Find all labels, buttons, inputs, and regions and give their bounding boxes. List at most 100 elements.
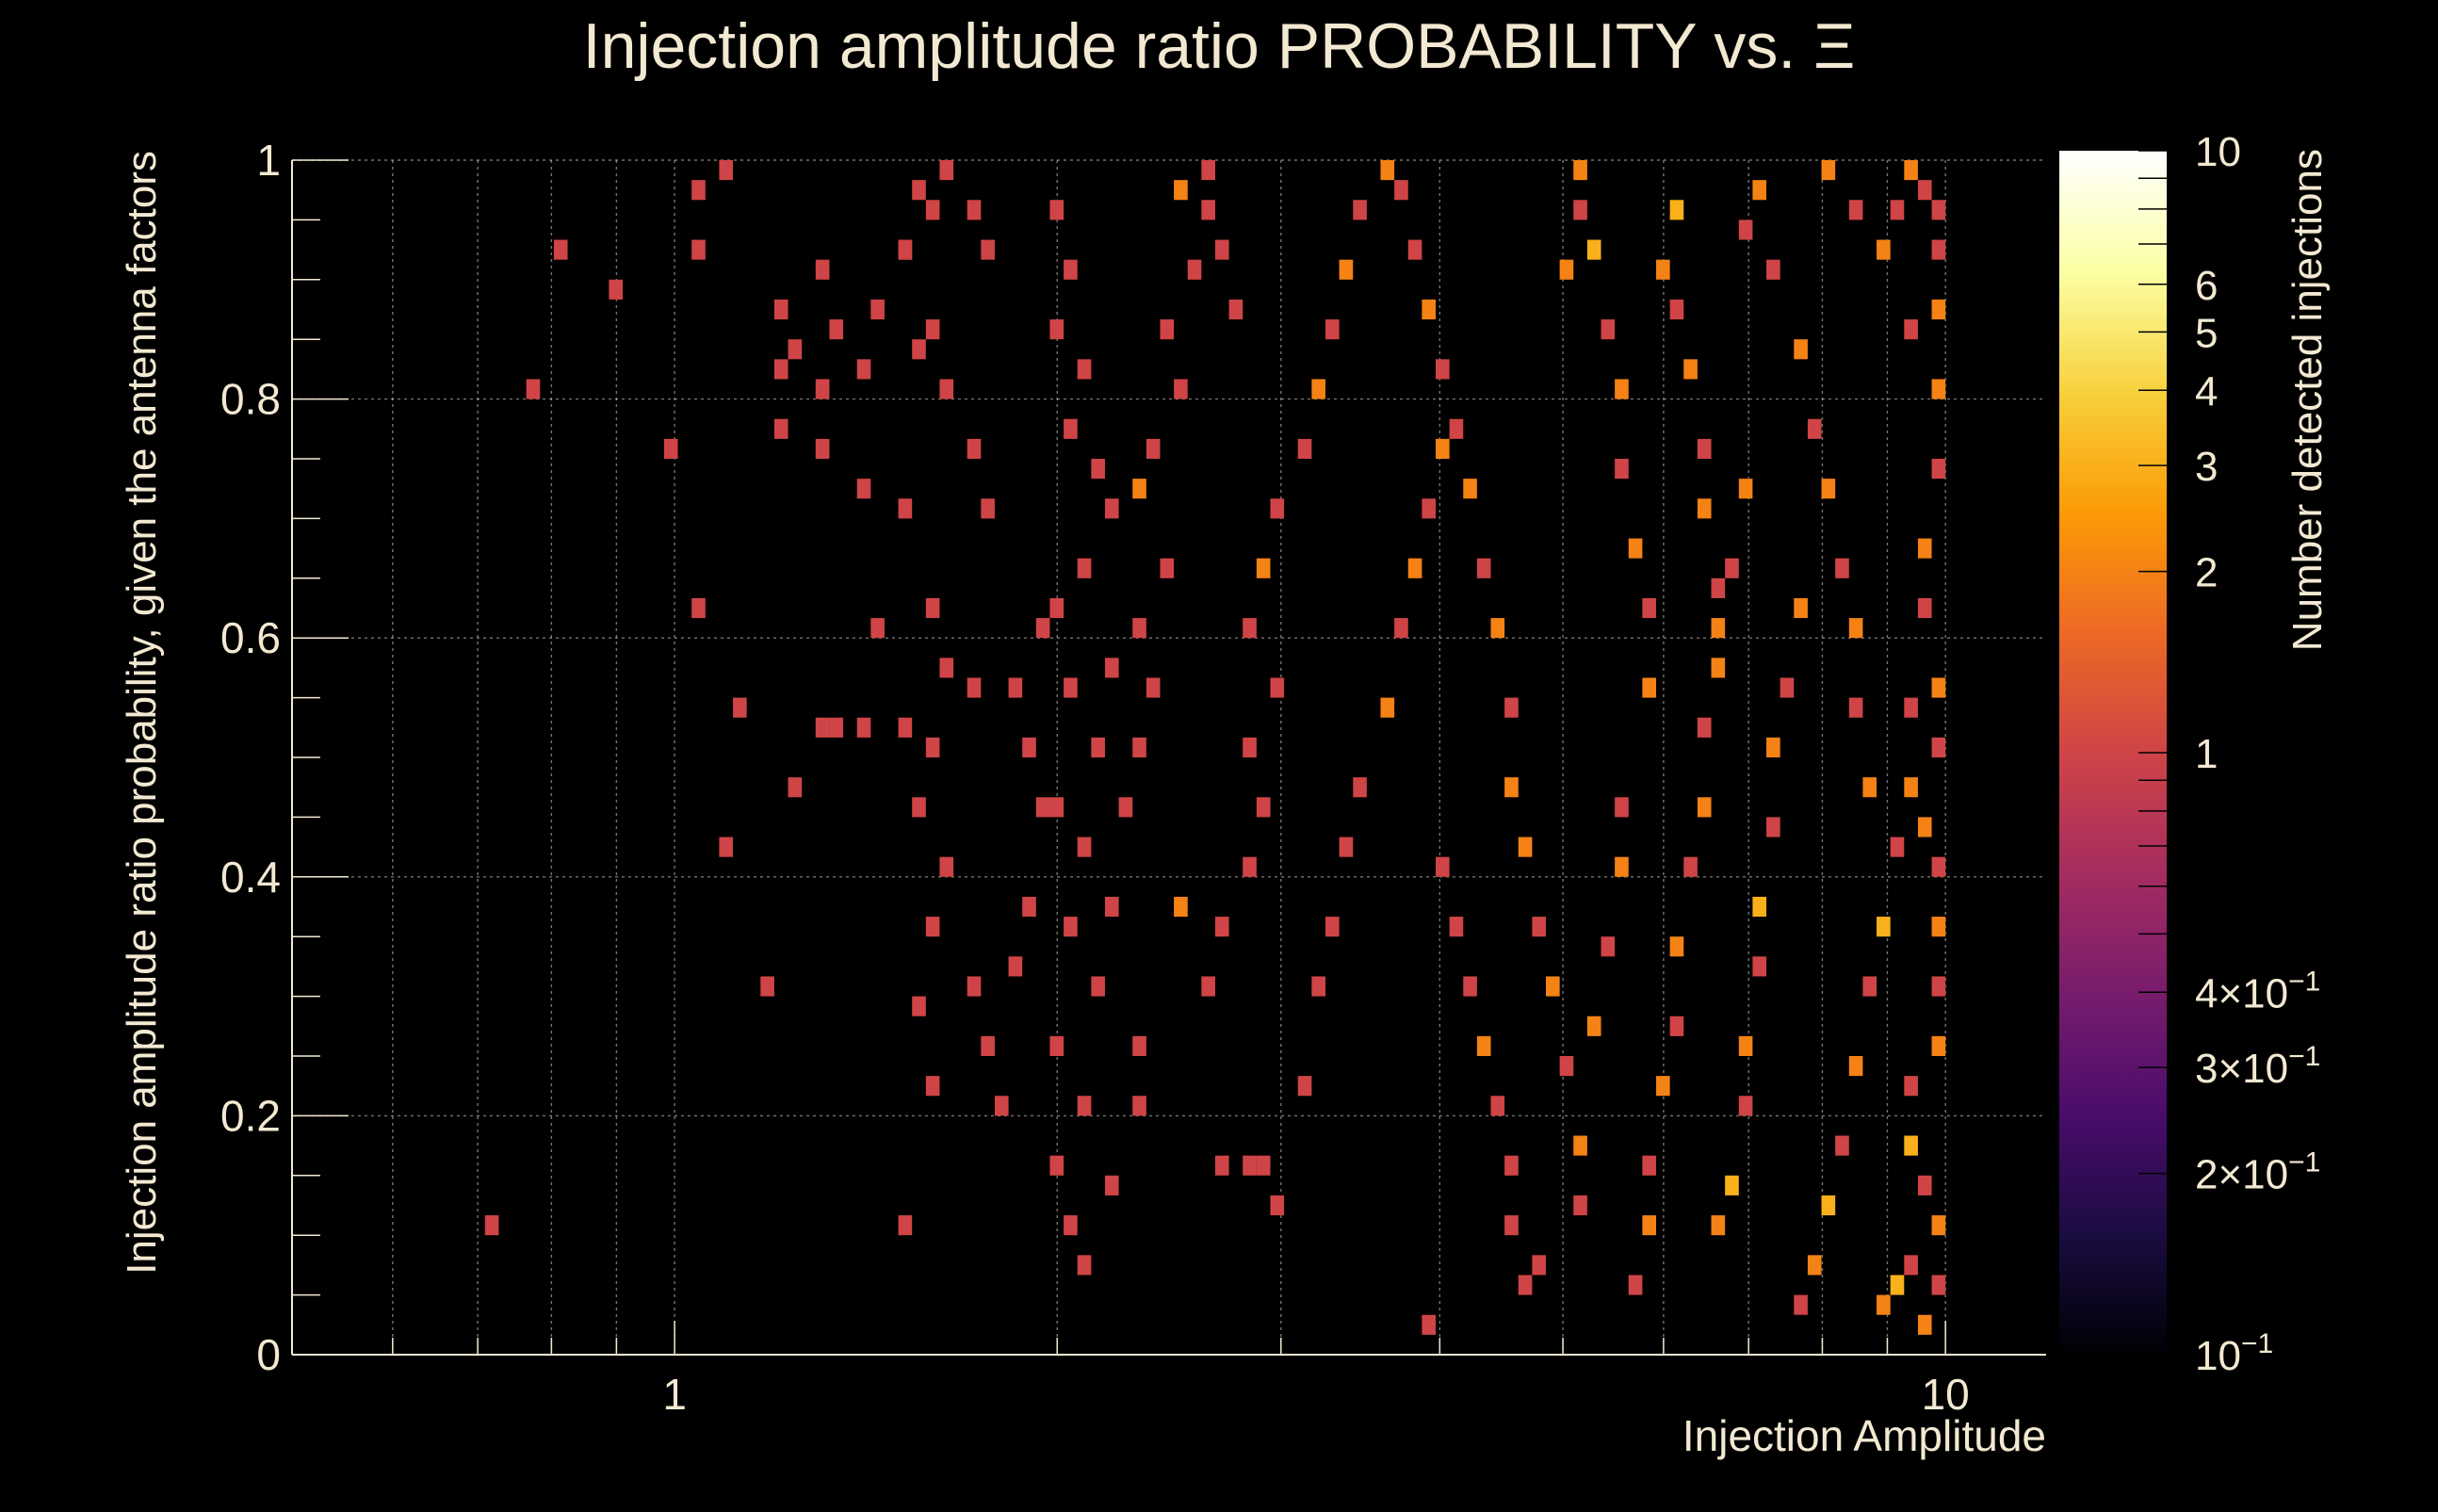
heatmap-cell	[1270, 498, 1285, 519]
heatmap-cell	[1256, 1155, 1271, 1176]
heatmap-cell	[1049, 1155, 1065, 1176]
heatmap-cell	[1697, 498, 1712, 519]
heatmap-cell	[815, 438, 830, 459]
heatmap-cell	[939, 658, 954, 678]
heatmap-cell	[1049, 319, 1065, 340]
y-tick-label: 0	[256, 1330, 281, 1379]
heatmap-cell	[1077, 837, 1092, 857]
colorbar-tick-label: 3	[2195, 444, 2218, 490]
y-axis-label: Injection amplitude ratio probability, g…	[119, 151, 165, 1275]
heatmap-cell	[1683, 856, 1698, 877]
heatmap-cell	[1821, 1195, 1836, 1216]
heatmap-cell	[1669, 200, 1684, 220]
heatmap-cell	[1794, 1294, 1808, 1315]
heatmap-cell	[1904, 1135, 1918, 1156]
heatmap-cell	[1243, 1155, 1257, 1176]
heatmap-cell	[1794, 339, 1808, 360]
heatmap-cell	[815, 379, 830, 399]
heatmap-cell	[1807, 418, 1822, 439]
heatmap-cell	[1449, 917, 1464, 937]
heatmap-cell	[1931, 459, 1946, 480]
heatmap-cell	[1132, 737, 1146, 757]
heatmap-cell	[1877, 1294, 1891, 1315]
heatmap-cell	[1132, 479, 1146, 499]
heatmap-cell	[1049, 1035, 1065, 1056]
heatmap-cell	[609, 279, 624, 300]
heatmap-cell	[1228, 299, 1243, 320]
heatmap-cell	[663, 438, 678, 459]
colorbar-tick-label: 10	[2195, 129, 2241, 175]
heatmap-cell	[1214, 917, 1229, 937]
heatmap-cell	[1422, 498, 1436, 519]
heatmap-cell	[1091, 459, 1105, 480]
heatmap-cell	[1628, 1275, 1643, 1295]
heatmap-cell	[1738, 1035, 1753, 1056]
heatmap-cell	[1725, 1175, 1739, 1195]
x-axis-label: Injection Amplitude	[1682, 1411, 2046, 1460]
heatmap-cell	[1435, 856, 1450, 877]
heatmap-cell	[1077, 1096, 1092, 1116]
axes-layer: 0 0.2 0.4 0.6 0.8 1 1 10	[220, 136, 2046, 1419]
heatmap-cell	[773, 299, 788, 320]
heatmap-cell	[1518, 837, 1533, 857]
heatmap-cell	[1104, 658, 1119, 678]
heatmap-cell	[1917, 1175, 1932, 1195]
heatmap-cell	[1008, 956, 1023, 977]
heatmap-cell	[1504, 777, 1519, 798]
heatmap-cell	[1091, 976, 1105, 997]
heatmap-cell	[1931, 239, 1946, 260]
heatmap-cell	[1022, 896, 1036, 918]
heatmap-cell	[1091, 737, 1105, 757]
heatmap-cell	[1931, 976, 1946, 997]
heatmap-cell	[691, 180, 706, 201]
heatmap-cell	[1270, 677, 1285, 698]
heatmap-cell	[1573, 200, 1587, 220]
heatmap-cell	[1752, 896, 1767, 918]
heatmap-cell	[1132, 1035, 1146, 1056]
heatmap-cell	[1931, 200, 1946, 220]
heatmap-cell	[815, 259, 830, 280]
heatmap-cell	[1463, 976, 1477, 997]
heatmap-cell	[1160, 319, 1175, 340]
chart-title: Injection amplitude ratio PROBABILITY vs…	[583, 10, 1856, 82]
heatmap-cell	[1435, 359, 1450, 380]
colorbar-tick-label: 5	[2195, 310, 2218, 356]
heatmap-cell	[1904, 1255, 1918, 1276]
heatmap-cell	[1214, 1155, 1229, 1176]
heatmap-cell	[1821, 479, 1836, 499]
heatmap-cell	[1201, 976, 1215, 997]
heatmap-cell	[1904, 160, 1918, 181]
heatmap-cell	[898, 1215, 913, 1236]
heatmap-cell	[1904, 1076, 1918, 1097]
heatmap-cell	[1862, 777, 1877, 798]
y-tick-label: 0.6	[220, 613, 281, 662]
heatmap-cell	[1104, 498, 1119, 519]
heatmap-cell	[719, 160, 734, 181]
heatmap-cell	[1490, 618, 1505, 639]
heatmap-cell	[1518, 1275, 1533, 1295]
heatmap-cell	[760, 976, 774, 997]
heatmap-cell	[939, 160, 954, 181]
heatmap-cell	[815, 717, 830, 738]
heatmap-cell	[1064, 1215, 1078, 1236]
heatmap-cell	[1559, 1056, 1574, 1077]
heatmap-cell	[1586, 1016, 1601, 1036]
heatmap-cell	[856, 359, 871, 380]
heatmap-cell	[829, 717, 844, 738]
heatmap-cell	[1407, 558, 1422, 578]
heatmap-cell	[1435, 438, 1450, 459]
heatmap-cell	[1243, 737, 1257, 757]
heatmap-cell	[1917, 597, 1932, 619]
y-tick-label: 0.4	[220, 853, 281, 902]
heatmap-cell	[898, 498, 913, 519]
heatmap-cell	[1890, 200, 1905, 220]
heatmap-cell	[829, 319, 844, 340]
heatmap-cell	[1766, 817, 1780, 837]
heatmap-cell	[912, 339, 926, 360]
heatmap-cell	[1904, 777, 1918, 798]
heatmap-cell	[1586, 239, 1601, 260]
heatmap-cell	[1118, 797, 1133, 818]
heatmap-cell	[1214, 239, 1229, 260]
heatmap-cell	[870, 299, 885, 320]
heatmap-cell	[773, 359, 788, 380]
